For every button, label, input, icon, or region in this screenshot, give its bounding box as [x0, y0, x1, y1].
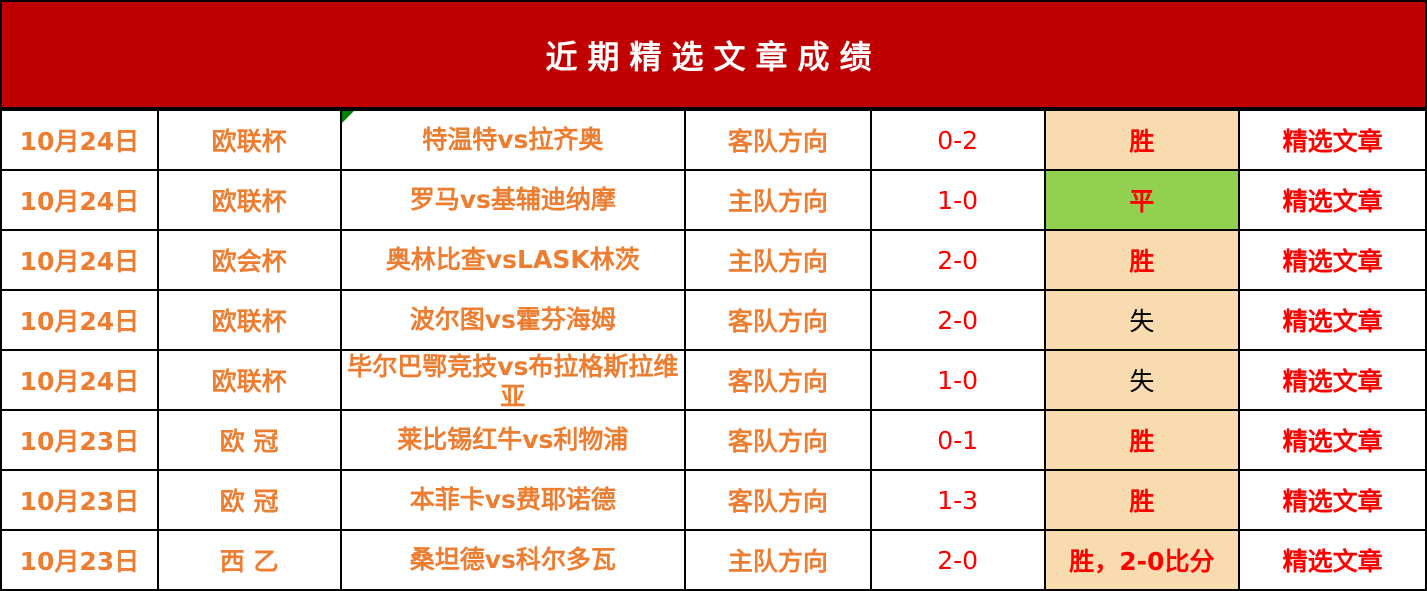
result-cell: 胜 [1043, 469, 1241, 531]
match-text: 莱比锡红牛vs利物浦 [397, 425, 629, 454]
match-cell: 奥林比查vsLASK林茨 [339, 229, 687, 291]
table-row: 10月24日 欧联杯 波尔图vs霍芬海姆 客队方向 2-0 失精选文章 [0, 289, 1427, 351]
score-cell: 1-0 [869, 349, 1046, 411]
result-cell: 胜 [1043, 229, 1241, 291]
score-cell: 0-2 [869, 109, 1046, 171]
match-cell: 毕尔巴鄂竞技vs布拉格斯拉维亚 [339, 349, 687, 411]
match-text: 本菲卡vs费耶诺德 [409, 485, 616, 514]
league-cell: 西 乙 [156, 529, 342, 591]
date-cell: 10月24日 [0, 229, 159, 291]
direction-cell: 客队方向 [684, 469, 872, 531]
match-cell: 罗马vs基辅迪纳摩 [339, 169, 687, 231]
date-cell: 10月23日 [0, 409, 159, 471]
article-link[interactable]: 精选文章 [1238, 529, 1427, 591]
table-row: 10月23日欧 冠 莱比锡红牛vs利物浦 客队方向 0-1 胜精选文章 [0, 409, 1427, 471]
match-text: 特温特vs拉齐奥 [422, 125, 604, 154]
score-cell: 1-3 [869, 469, 1046, 531]
match-cell: 特温特vs拉齐奥 [339, 109, 687, 171]
match-cell: 波尔图vs霍芬海姆 [339, 289, 687, 351]
score-cell: 2-0 [869, 529, 1046, 591]
results-table: 10月24日 欧联杯 特温特vs拉齐奥 客队方向 0-2 胜精选文章 10月24日 欧联杯 罗马… [0, 109, 1427, 591]
date-cell: 10月24日 [0, 169, 159, 231]
score-cell: 0-1 [869, 409, 1046, 471]
table-row: 10月24日 欧联杯 罗马vs基辅迪纳摩 主队方向 1-0 平精选文章 [0, 169, 1427, 231]
result-cell: 胜，2-0比分 [1043, 529, 1241, 591]
result-cell: 胜 [1043, 109, 1241, 171]
page-title: 近期精选文章成绩 [0, 0, 1427, 110]
result-cell: 失 [1043, 349, 1241, 411]
article-link[interactable]: 精选文章 [1238, 109, 1427, 171]
result-cell: 胜 [1043, 409, 1241, 471]
match-text: 桑坦德vs科尔多瓦 [409, 545, 616, 574]
score-cell: 2-0 [869, 289, 1046, 351]
table-row: 10月24日 欧联杯 毕尔巴鄂竞技vs布拉格斯拉维亚 客队方向 1-0 失精选文章 [0, 349, 1427, 411]
league-cell: 欧联杯 [156, 289, 342, 351]
league-cell: 欧联杯 [156, 349, 342, 411]
match-cell: 本菲卡vs费耶诺德 [339, 469, 687, 531]
result-cell: 失 [1043, 289, 1241, 351]
direction-cell: 客队方向 [684, 349, 872, 411]
league-cell: 欧 冠 [156, 469, 342, 531]
date-cell: 10月23日 [0, 469, 159, 531]
score-cell: 1-0 [869, 169, 1046, 231]
league-cell: 欧会杯 [156, 229, 342, 291]
league-cell: 欧联杯 [156, 109, 342, 171]
match-cell: 桑坦德vs科尔多瓦 [339, 529, 687, 591]
article-link[interactable]: 精选文章 [1238, 169, 1427, 231]
league-cell: 欧 冠 [156, 409, 342, 471]
date-cell: 10月23日 [0, 529, 159, 591]
direction-cell: 客队方向 [684, 409, 872, 471]
direction-cell: 客队方向 [684, 289, 872, 351]
table-row: 10月23日欧 冠 本菲卡vs费耶诺德 客队方向 1-3 胜精选文章 [0, 469, 1427, 531]
score-cell: 2-0 [869, 229, 1046, 291]
table-row: 10月24日 欧会杯 奥林比查vsLASK林茨 主队方向 2-0 胜精选文章 [0, 229, 1427, 291]
direction-cell: 主队方向 [684, 529, 872, 591]
match-text: 奥林比查vsLASK林茨 [385, 245, 640, 274]
match-text: 波尔图vs霍芬海姆 [409, 305, 616, 334]
date-cell: 10月24日 [0, 109, 159, 171]
table-row: 10月23日西 乙 桑坦德vs科尔多瓦 主队方向 2-0 胜，2-0比分 精选文章 [0, 529, 1427, 591]
article-link[interactable]: 精选文章 [1238, 349, 1427, 411]
date-cell: 10月24日 [0, 289, 159, 351]
direction-cell: 主队方向 [684, 169, 872, 231]
article-link[interactable]: 精选文章 [1238, 229, 1427, 291]
article-link[interactable]: 精选文章 [1238, 469, 1427, 531]
table-row: 10月24日 欧联杯 特温特vs拉齐奥 客队方向 0-2 胜精选文章 [0, 109, 1427, 171]
direction-cell: 客队方向 [684, 109, 872, 171]
article-link[interactable]: 精选文章 [1238, 289, 1427, 351]
comment-marker [342, 112, 354, 123]
match-text: 毕尔巴鄂竞技vs布拉格斯拉维亚 [347, 352, 679, 408]
direction-cell: 主队方向 [684, 229, 872, 291]
result-cell: 平 [1043, 169, 1241, 231]
match-text: 罗马vs基辅迪纳摩 [409, 185, 616, 214]
article-link[interactable]: 精选文章 [1238, 409, 1427, 471]
league-cell: 欧联杯 [156, 169, 342, 231]
date-cell: 10月24日 [0, 349, 159, 411]
match-cell: 莱比锡红牛vs利物浦 [339, 409, 687, 471]
